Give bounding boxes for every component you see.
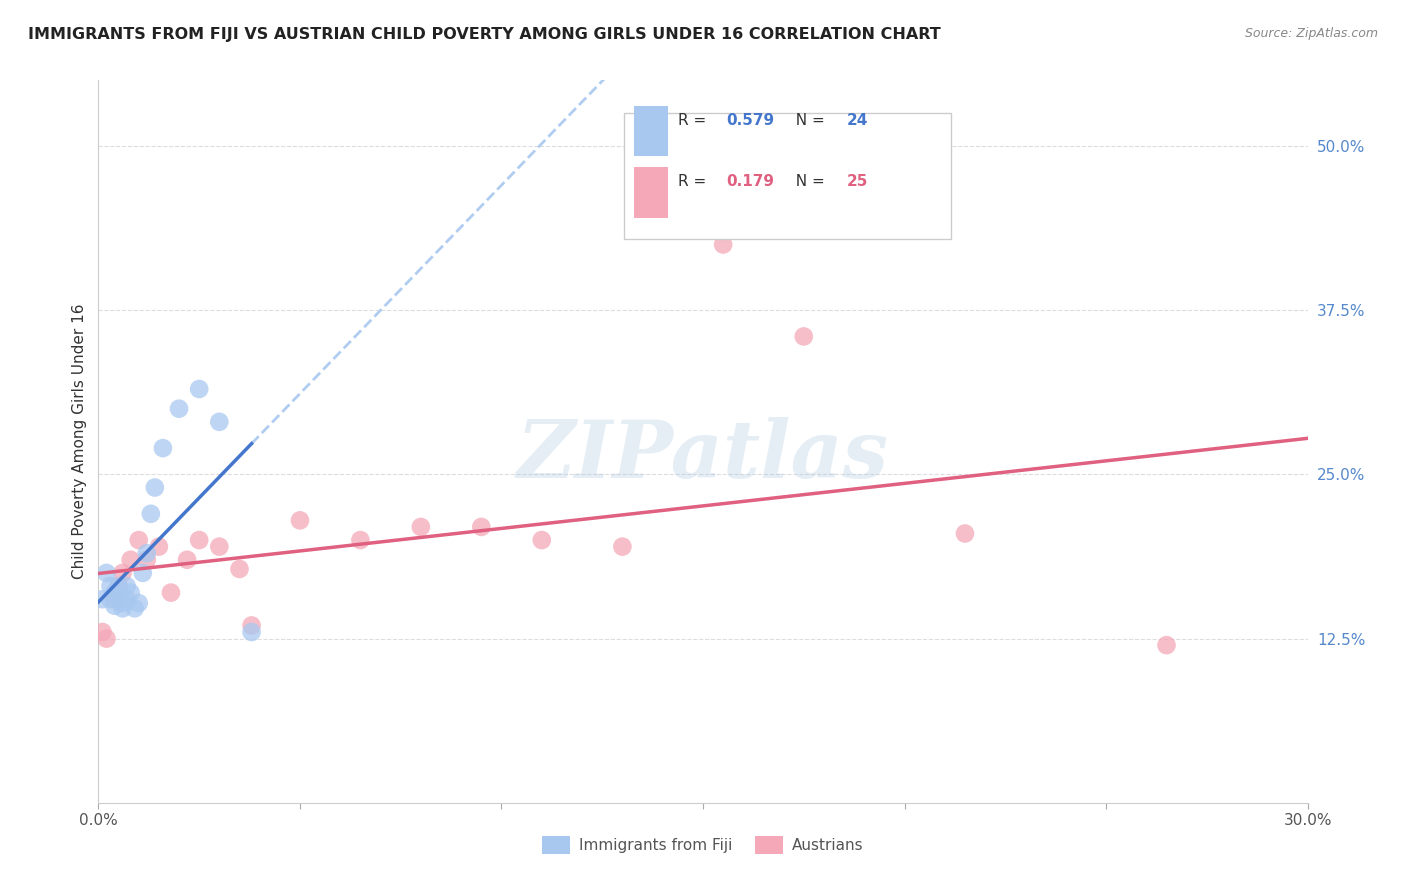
Point [111, 566, 134, 580]
Point [188, 382, 211, 396]
Point [96, 566, 118, 580]
Point [100, 592, 122, 607]
Text: 0.179: 0.179 [725, 174, 773, 189]
Point [711, 237, 734, 252]
Text: N =: N = [786, 174, 830, 189]
Point [176, 553, 198, 567]
Text: R =: R = [678, 112, 710, 128]
Point [111, 601, 134, 615]
Point [100, 579, 122, 593]
Point [135, 546, 157, 560]
Point [228, 562, 250, 576]
Point [160, 585, 183, 599]
Legend: Immigrants from Fiji, Austrians: Immigrants from Fiji, Austrians [536, 830, 870, 860]
Point [470, 520, 492, 534]
Point [128, 533, 150, 547]
FancyBboxPatch shape [634, 105, 668, 156]
FancyBboxPatch shape [624, 112, 950, 239]
Point [132, 566, 155, 580]
Point [115, 579, 138, 593]
Point [953, 526, 976, 541]
Point [128, 596, 150, 610]
Point [91, 625, 114, 640]
Point [349, 533, 371, 547]
Point [793, 329, 815, 343]
Point [111, 596, 134, 610]
Point [107, 579, 129, 593]
Point [1156, 638, 1178, 652]
Point [240, 618, 263, 632]
Point [96, 632, 118, 646]
Point [135, 553, 157, 567]
Point [115, 592, 138, 607]
Point [612, 540, 634, 554]
Point [143, 481, 166, 495]
Point [91, 592, 114, 607]
Point [120, 585, 142, 599]
Text: IMMIGRANTS FROM FIJI VS AUSTRIAN CHILD POVERTY AMONG GIRLS UNDER 16 CORRELATION : IMMIGRANTS FROM FIJI VS AUSTRIAN CHILD P… [28, 27, 941, 42]
Text: R =: R = [678, 174, 710, 189]
Point [208, 540, 231, 554]
FancyBboxPatch shape [634, 167, 668, 218]
Text: N =: N = [786, 112, 830, 128]
Point [124, 601, 146, 615]
Point [107, 579, 129, 593]
Point [139, 507, 162, 521]
Point [152, 441, 174, 455]
Text: 24: 24 [846, 112, 869, 128]
Text: 25: 25 [846, 174, 869, 189]
Point [103, 585, 125, 599]
Point [188, 533, 211, 547]
Point [409, 520, 432, 534]
Point [120, 553, 142, 567]
Point [148, 540, 170, 554]
Point [103, 599, 125, 613]
Text: ZIPatlas: ZIPatlas [517, 417, 889, 495]
Point [288, 513, 311, 527]
Point [107, 592, 129, 607]
Point [530, 533, 553, 547]
Point [167, 401, 190, 416]
Point [240, 625, 263, 640]
Point [208, 415, 231, 429]
Point [103, 592, 125, 607]
Y-axis label: Child Poverty Among Girls Under 16: Child Poverty Among Girls Under 16 [72, 304, 87, 579]
Text: 0.579: 0.579 [725, 112, 775, 128]
Text: Source: ZipAtlas.com: Source: ZipAtlas.com [1244, 27, 1378, 40]
